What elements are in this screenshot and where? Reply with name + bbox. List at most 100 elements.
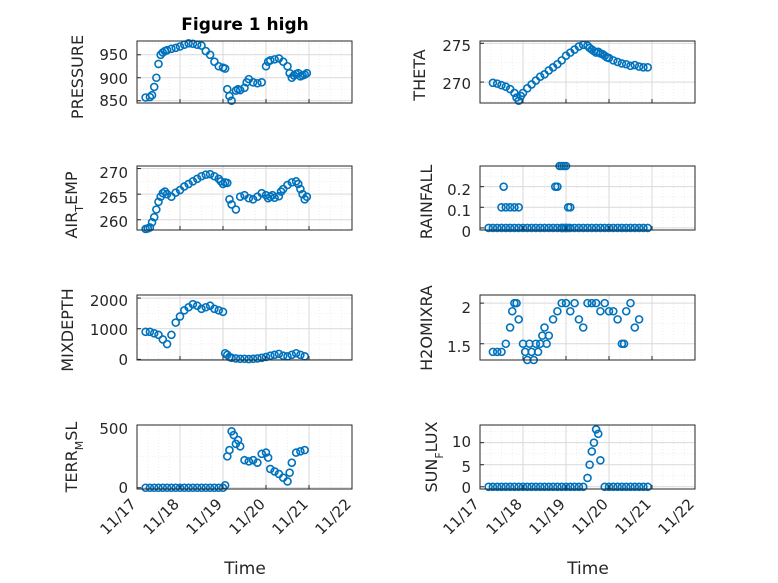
terr-msl-point <box>300 445 310 455</box>
terr-msl-point <box>296 447 305 456</box>
theta-point <box>492 79 502 88</box>
terr-msl-ytick-label: 500 <box>99 420 128 438</box>
h2omixra-point <box>574 315 584 324</box>
terr-msl-point <box>285 468 294 477</box>
pressure-ytick-label: 850 <box>99 92 128 110</box>
mixdepth-point <box>244 354 254 364</box>
rainfall-point <box>510 223 519 233</box>
theta-ytick-label: 275 <box>442 37 471 55</box>
mixdepth-point <box>296 350 305 360</box>
pressure-point <box>205 50 215 60</box>
terr-msl-axes <box>136 424 353 493</box>
h2omixra-point <box>619 339 629 349</box>
h2omixra-point <box>501 339 511 349</box>
rainfall-point <box>514 223 524 233</box>
h2omixra-point <box>542 339 551 349</box>
right-xtick-label: 11/18 <box>483 495 526 538</box>
pressure-point <box>167 44 176 54</box>
pressure-ytick-label: 900 <box>99 70 128 88</box>
h2omixra-point <box>544 331 554 340</box>
left-xtick-label: 11/19 <box>183 495 226 538</box>
mixdepth-point <box>141 327 150 337</box>
terr-msl-ylabel: TERRMSL <box>62 422 86 494</box>
terr-msl-point <box>244 457 254 466</box>
h2omixra-point <box>561 298 571 308</box>
sun-flux-point <box>565 482 575 492</box>
terr-msl-point <box>201 483 211 493</box>
sun-flux-point <box>527 482 536 492</box>
sun-flux-point <box>531 482 541 492</box>
mixdepth-point <box>265 351 275 361</box>
sun-flux-point <box>613 482 622 492</box>
theta-point <box>518 88 528 98</box>
mixdepth-ytick-label: 2000 <box>90 292 128 310</box>
air-temp-point <box>149 212 159 222</box>
terr-msl-ylabel-tail: SL <box>62 422 81 441</box>
theta-point <box>488 78 498 88</box>
air-temp-point <box>162 189 172 199</box>
h2omixra-point <box>613 315 622 324</box>
sun-flux-point <box>518 482 528 492</box>
sun-flux-point <box>600 482 610 492</box>
h2omixra-point <box>600 298 610 308</box>
right-xtick-label: 11/21 <box>612 495 655 538</box>
theta-point <box>626 61 635 71</box>
h2omixra-point <box>505 323 515 332</box>
rainfall-point <box>518 223 528 233</box>
sun-flux-ytick-labels: 0 5 10 <box>452 433 471 497</box>
sun-flux-point <box>484 482 493 492</box>
terr-msl-point <box>263 453 273 462</box>
pressure-point <box>265 55 275 65</box>
mixdepth-point <box>145 327 155 337</box>
terr-msl-point <box>171 483 180 493</box>
pressure-ylabel: PRESSURE <box>68 35 87 119</box>
terr-msl-point <box>197 483 206 493</box>
terr-msl-point <box>235 442 245 451</box>
h2omixra-point <box>557 298 567 308</box>
terr-msl-point <box>141 483 150 493</box>
theta-axes-box <box>479 40 696 104</box>
pressure-point <box>145 92 155 102</box>
rainfall-ytick-label: 0.2 <box>447 181 471 199</box>
air-temp-point <box>248 194 258 204</box>
air-temp-ytick-label: 260 <box>99 213 128 231</box>
theta-point <box>643 63 653 72</box>
pressure-point <box>270 55 279 64</box>
mixdepth-ytick-label: 0 <box>118 351 128 369</box>
mixdepth-point <box>171 318 180 327</box>
air-temp-ytick-label: 265 <box>99 189 128 207</box>
air-temp-point <box>192 174 202 184</box>
left-xtick-label: 11/22 <box>312 495 355 538</box>
mixdepth-point <box>257 353 267 363</box>
pressure-point <box>171 43 180 53</box>
terr-msl-ytick-label: 0 <box>118 479 128 497</box>
h2omixra-point <box>565 306 575 316</box>
theta-ytick-label: 270 <box>442 75 471 93</box>
rainfall-point <box>527 223 536 233</box>
sun-flux-plot-area <box>480 425 695 489</box>
right-xtick-label: 11/22 <box>655 495 698 538</box>
rainfall-plot-area <box>480 166 695 230</box>
h2omixra-ytick-label: 1.5 <box>447 338 471 356</box>
right-xlabel: Time <box>566 559 609 579</box>
mixdepth-point <box>158 335 168 344</box>
mixdepth-point <box>235 354 245 364</box>
right-xtick-label: 11/20 <box>569 495 612 538</box>
sun-flux-ylabel-main: SUN <box>422 459 441 493</box>
terr-msl-markers <box>141 426 310 493</box>
theta-point <box>608 56 618 65</box>
rainfall-ytick-label: 0.1 <box>447 202 471 220</box>
subplots-group <box>136 38 696 493</box>
rainfall-point <box>634 223 644 233</box>
theta-point <box>535 72 545 81</box>
sun-flux-point <box>639 482 648 492</box>
air-temp-markers <box>141 169 312 234</box>
sun-flux-point <box>578 482 588 492</box>
rainfall-point <box>548 223 558 233</box>
pressure-point <box>302 68 312 78</box>
terr-msl-ylabel-sub: M <box>73 441 86 451</box>
sun-flux-point <box>557 482 567 492</box>
sun-flux-point <box>505 482 515 492</box>
sun-flux-point <box>634 482 644 492</box>
air-temp-point <box>298 189 307 199</box>
